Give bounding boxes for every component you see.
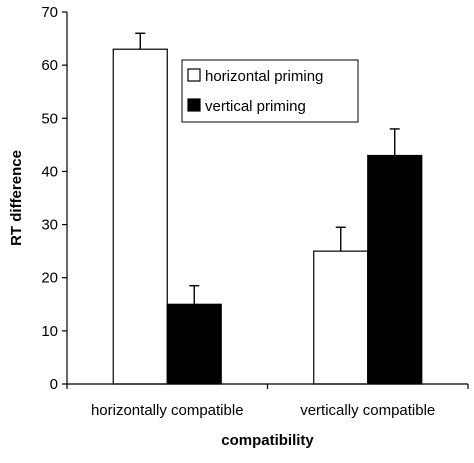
legend-label-vertical-priming: vertical priming [205,98,306,115]
y-tick-label: 60 [41,57,58,74]
y-tick-label: 50 [41,110,58,127]
x-axis-title: compatibility [221,432,314,449]
error-bars-layer [135,32,400,305]
legend: horizontal priming vertical priming [181,59,359,123]
bar-horizontal-priming [313,250,369,385]
legend-box [181,59,359,123]
y-axis-title: RT difference [8,150,25,246]
x-ticks-layer: horizontally compatible vertically compat… [66,384,469,419]
legend-label-horizontal-priming: horizontal priming [205,68,323,85]
x-tick-label: horizontally compatible [91,402,244,419]
y-tick-label: 30 [41,217,58,234]
bar-vertical-priming [367,154,423,385]
y-tick-label: 70 [41,4,58,21]
y-tick-label: 10 [41,323,58,340]
y-tick-label: 20 [41,270,58,287]
bar-vertical-priming [166,303,222,385]
bar-horizontal-priming [112,48,168,385]
y-tick-label: 40 [41,163,58,180]
x-tick-label: vertically compatible [300,402,435,419]
legend-swatch-vertical-priming [187,98,201,112]
y-ticks-layer: 0 10 20 30 40 50 60 70 [41,4,67,393]
legend-swatch-horizontal-priming [187,68,201,82]
y-tick-label: 0 [50,376,58,393]
